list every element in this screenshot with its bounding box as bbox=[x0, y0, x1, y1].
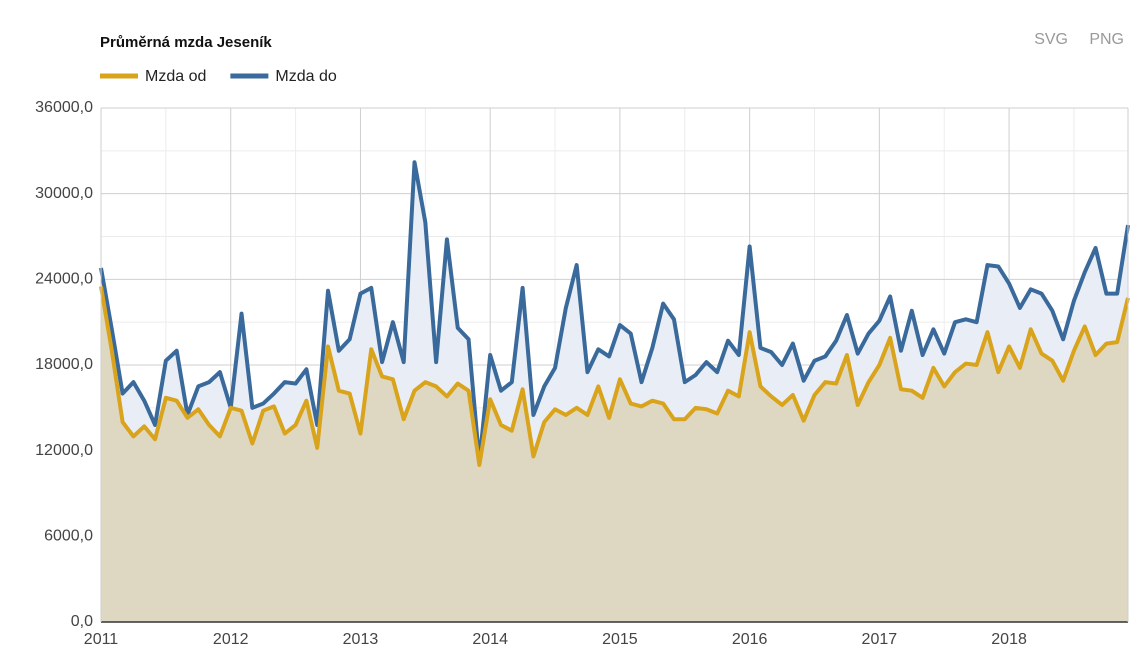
legend-label: Mzda od bbox=[145, 68, 206, 85]
y-tick-label: 36000,0 bbox=[35, 99, 93, 116]
area bbox=[101, 286, 1128, 622]
y-tick-label: 0,0 bbox=[71, 613, 93, 630]
x-tick-label: 2016 bbox=[732, 631, 768, 648]
x-tick-label: 2013 bbox=[343, 631, 379, 648]
x-tick-label: 2011 bbox=[84, 631, 119, 648]
x-tick-label: 2015 bbox=[602, 631, 638, 648]
x-tick-label: 2018 bbox=[991, 631, 1027, 648]
legend-label: Mzda do bbox=[275, 68, 336, 85]
y-tick-label: 6000,0 bbox=[44, 528, 93, 545]
y-tick-label: 12000,0 bbox=[35, 442, 93, 459]
x-tick-label: 2012 bbox=[213, 631, 249, 648]
y-tick-label: 24000,0 bbox=[35, 271, 93, 288]
export-svg[interactable]: SVG bbox=[1034, 31, 1068, 48]
export-png[interactable]: PNG bbox=[1089, 31, 1124, 48]
line bbox=[99, 160, 1130, 465]
y-tick-label: 30000,0 bbox=[35, 185, 93, 202]
x-tick-label: 2017 bbox=[862, 631, 898, 648]
y-tick-label: 18000,0 bbox=[35, 356, 93, 373]
chart-title: Průměrná mzda Jeseník bbox=[100, 34, 272, 51]
line bbox=[99, 286, 1130, 467]
x-tick-label: 2014 bbox=[472, 631, 508, 648]
